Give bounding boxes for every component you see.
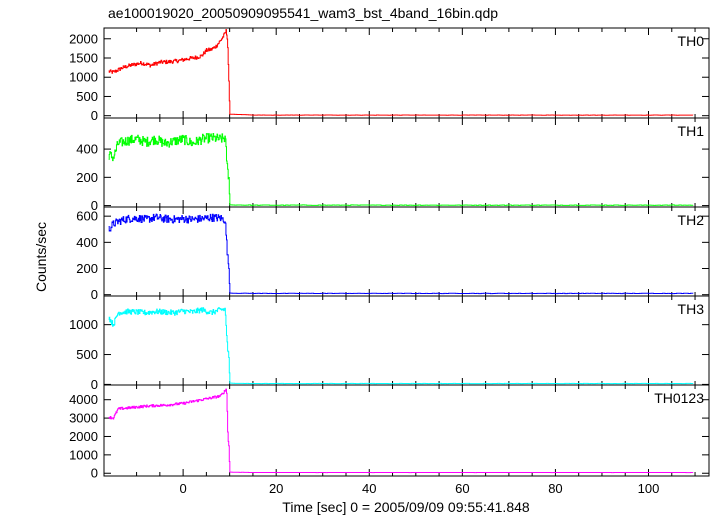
chart-title: ae100019020_20050909095541_wam3_bst_4ban…	[108, 5, 498, 21]
panel-frame	[103, 384, 710, 477]
series-line-th2	[108, 213, 694, 295]
panel-frame	[103, 117, 710, 208]
y-tick-label: 600	[76, 209, 98, 224]
y-tick-label: 1000	[69, 447, 98, 462]
y-axis-title: Counts/sec	[33, 222, 49, 292]
panel-frame	[103, 295, 710, 386]
x-tick-label: 100	[638, 481, 660, 496]
y-tick-label: 2000	[69, 429, 98, 444]
y-tick-label: 0	[91, 466, 98, 481]
series-line-th0	[108, 29, 694, 116]
series-label: TH0	[678, 33, 705, 49]
x-tick-label: 60	[455, 481, 469, 496]
y-tick-label: 4000	[69, 392, 98, 407]
y-tick-label: 200	[76, 261, 98, 276]
y-tick-label: 1500	[69, 51, 98, 66]
series-label: TH0123	[654, 390, 704, 406]
x-tick-label: 20	[269, 481, 283, 496]
panel-frame	[103, 27, 710, 119]
y-tick-label: 1000	[69, 317, 98, 332]
y-tick-label: 0	[91, 377, 98, 392]
x-tick-label: 0	[179, 481, 186, 496]
y-tick-label: 0	[91, 198, 98, 213]
series-label: TH1	[678, 123, 705, 139]
y-tick-label: 400	[76, 235, 98, 250]
x-tick-label: 40	[362, 481, 376, 496]
y-tick-label: 400	[76, 142, 98, 157]
x-axis-title: Time [sec] 0 = 2005/09/09 09:55:41.848	[282, 499, 530, 515]
y-tick-label: 2000	[69, 31, 98, 46]
x-tick-label: 80	[548, 481, 562, 496]
y-tick-label: 500	[76, 89, 98, 104]
y-tick-label: 500	[76, 347, 98, 362]
y-tick-label: 1000	[69, 70, 98, 85]
y-tick-label: 0	[91, 108, 98, 123]
y-tick-label: 3000	[69, 411, 98, 426]
y-tick-label: 0	[91, 287, 98, 302]
series-line-th1	[108, 132, 694, 206]
series-label: TH3	[678, 301, 705, 317]
series-line-th0123	[108, 388, 694, 474]
series-line-th3	[108, 307, 694, 385]
series-label: TH2	[678, 212, 705, 228]
y-tick-label: 200	[76, 170, 98, 185]
